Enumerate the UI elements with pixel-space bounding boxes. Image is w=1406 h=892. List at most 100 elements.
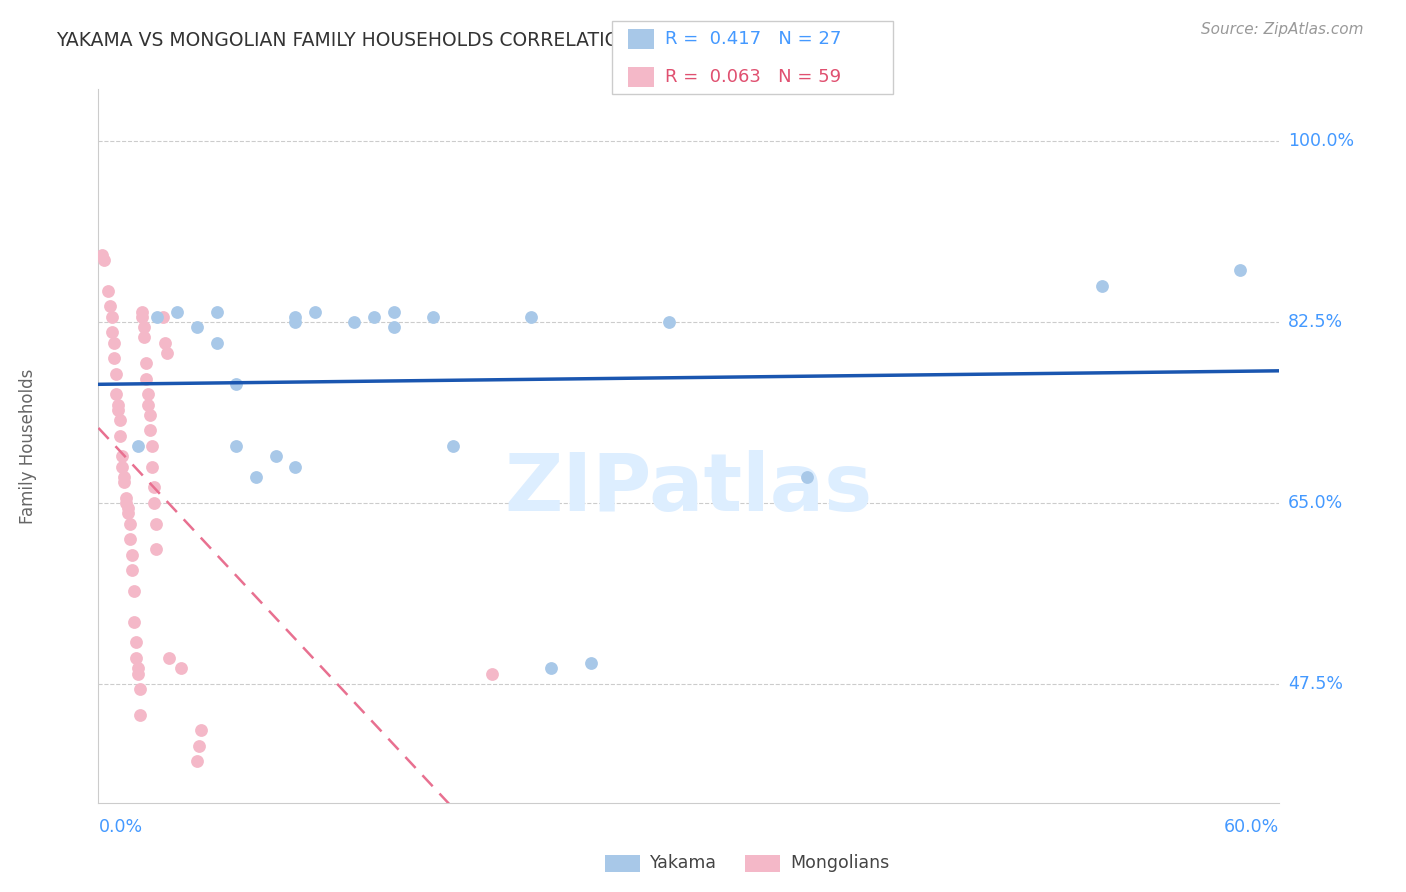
Point: [187, 739, 209, 753]
Point: [111, 450, 134, 464]
Point: [103, 351, 125, 365]
Point: [422, 310, 444, 324]
Point: [138, 408, 160, 422]
Point: [579, 656, 602, 670]
Point: [146, 310, 169, 324]
Point: [138, 424, 160, 438]
Point: [131, 304, 153, 318]
Point: [131, 310, 153, 324]
Point: [127, 439, 149, 453]
Text: 100.0%: 100.0%: [1288, 132, 1354, 150]
Point: [145, 516, 167, 531]
Point: [93, 252, 115, 267]
Point: [796, 470, 818, 484]
Point: [128, 681, 150, 696]
Point: [1229, 263, 1251, 277]
Text: 60.0%: 60.0%: [1225, 818, 1279, 837]
Point: [132, 320, 155, 334]
Point: [141, 439, 163, 453]
Point: [343, 315, 366, 329]
Point: [481, 666, 503, 681]
Point: [136, 398, 159, 412]
Point: [135, 372, 157, 386]
Point: [170, 661, 193, 675]
Point: [155, 335, 177, 350]
Text: Source: ZipAtlas.com: Source: ZipAtlas.com: [1201, 22, 1364, 37]
Point: [264, 450, 287, 464]
Point: [441, 439, 464, 453]
Text: 47.5%: 47.5%: [1288, 675, 1343, 693]
Point: [382, 320, 405, 334]
Point: [225, 439, 247, 453]
Text: 82.5%: 82.5%: [1288, 313, 1343, 331]
Point: [205, 304, 228, 318]
Point: [128, 707, 150, 722]
Text: 65.0%: 65.0%: [1288, 494, 1343, 512]
Text: ZIPatlas: ZIPatlas: [505, 450, 873, 528]
Point: [135, 356, 157, 370]
Point: [98, 299, 121, 313]
Point: [118, 516, 141, 531]
Point: [108, 413, 131, 427]
Point: [122, 615, 145, 629]
Point: [121, 548, 143, 562]
Point: [117, 501, 139, 516]
Point: [132, 330, 155, 344]
Point: [186, 755, 208, 769]
Text: Mongolians: Mongolians: [790, 855, 890, 872]
Point: [115, 496, 138, 510]
Point: [107, 398, 129, 412]
Text: YAKAMA VS MONGOLIAN FAMILY HOUSEHOLDS CORRELATION CHART: YAKAMA VS MONGOLIAN FAMILY HOUSEHOLDS CO…: [56, 31, 703, 50]
Point: [225, 376, 247, 391]
Point: [363, 310, 385, 324]
Point: [101, 325, 124, 339]
Point: [304, 304, 326, 318]
Point: [117, 506, 139, 520]
Text: Yakama: Yakama: [650, 855, 717, 872]
Point: [382, 304, 405, 318]
Point: [186, 320, 208, 334]
Point: [166, 304, 188, 318]
Point: [121, 563, 143, 577]
Point: [520, 310, 543, 324]
Point: [97, 284, 120, 298]
Point: [141, 459, 163, 474]
Point: [145, 542, 167, 557]
Point: [125, 635, 148, 649]
Point: [1091, 278, 1114, 293]
Point: [91, 248, 114, 262]
Point: [103, 335, 125, 350]
Point: [190, 723, 212, 738]
Point: [152, 310, 174, 324]
Point: [105, 367, 128, 381]
Point: [111, 459, 134, 474]
Point: [245, 470, 267, 484]
Point: [115, 491, 138, 505]
Point: [142, 480, 165, 494]
Text: Family Households: Family Households: [18, 368, 37, 524]
Point: [127, 666, 149, 681]
Text: R =  0.417   N = 27: R = 0.417 N = 27: [665, 30, 841, 48]
Point: [157, 651, 180, 665]
Point: [540, 661, 562, 675]
Point: [122, 583, 145, 598]
Point: [101, 310, 124, 324]
Point: [125, 651, 148, 665]
Point: [107, 402, 129, 417]
Text: 0.0%: 0.0%: [98, 818, 142, 837]
Point: [112, 475, 135, 490]
Point: [658, 315, 681, 329]
Point: [118, 532, 141, 546]
Point: [127, 661, 149, 675]
Point: [156, 346, 179, 360]
Point: [284, 315, 307, 329]
Point: [108, 428, 131, 442]
Text: R =  0.063   N = 59: R = 0.063 N = 59: [665, 68, 841, 86]
Point: [284, 459, 307, 474]
Point: [142, 496, 165, 510]
Point: [105, 387, 128, 401]
Point: [136, 387, 159, 401]
Point: [205, 335, 228, 350]
Point: [112, 470, 135, 484]
Point: [284, 310, 307, 324]
